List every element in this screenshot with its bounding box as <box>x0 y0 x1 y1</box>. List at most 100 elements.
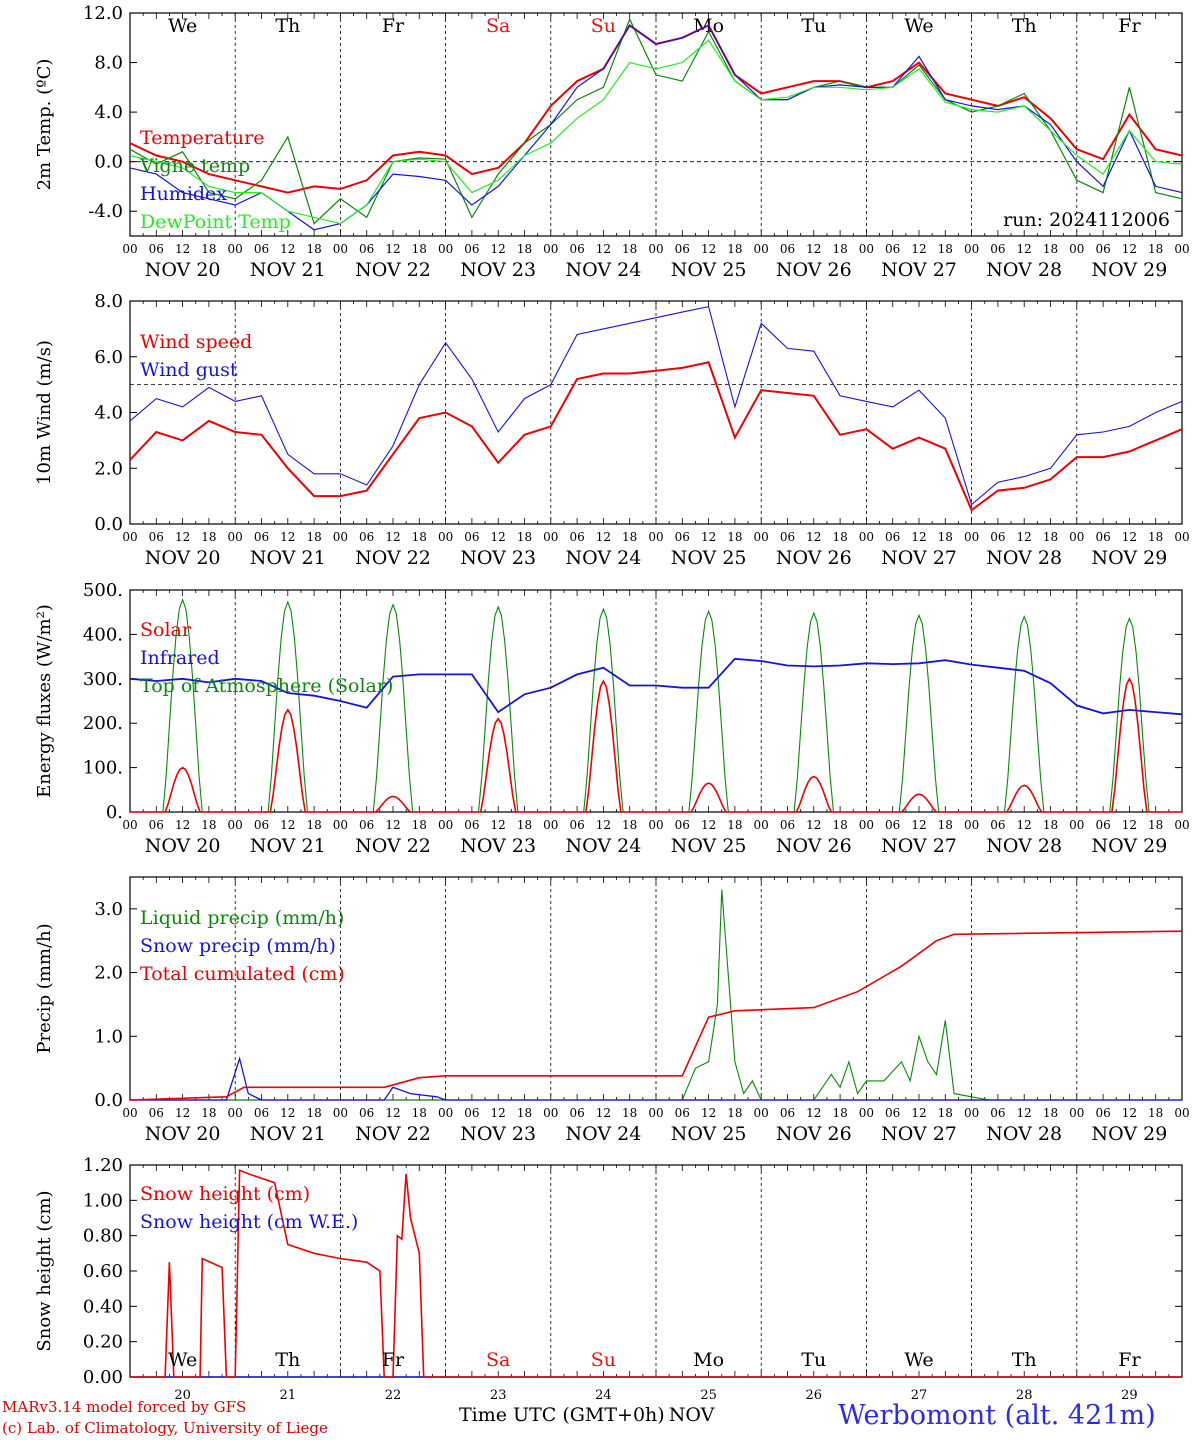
weekday-label: Th <box>275 1349 300 1371</box>
legend-entry: Humidex <box>140 183 227 205</box>
hour-tick-label: 12 <box>1122 1106 1137 1120</box>
hour-tick-label: 00 <box>228 530 243 544</box>
hour-tick-label: 18 <box>201 530 216 544</box>
y-tick-label: 0.00 <box>83 1367 123 1388</box>
hour-tick-label: 12 <box>491 242 506 256</box>
hour-tick-label: 18 <box>1148 1106 1163 1120</box>
hour-tick-label: 18 <box>306 242 321 256</box>
snow-height-line <box>130 1169 1182 1378</box>
day-tick-label: NOV 26 <box>776 259 852 281</box>
y-axis-label: Precip (mm/h) <box>34 923 55 1053</box>
hour-tick-label: 12 <box>911 818 926 832</box>
hour-tick-label: 18 <box>412 818 427 832</box>
time-axis-label: Time UTC (GMT+0h) NOV <box>455 1404 714 1426</box>
hour-tick-label: 00 <box>1174 1106 1189 1120</box>
y-tick-label: 0.0 <box>94 152 123 173</box>
hour-tick-label: 00 <box>228 818 243 832</box>
day-tick-label: NOV 23 <box>460 835 536 857</box>
hour-tick-label: 00 <box>438 1106 453 1120</box>
hour-tick-label: 12 <box>385 818 400 832</box>
hour-tick-label: 12 <box>491 530 506 544</box>
y-tick-label: 0.0 <box>94 1090 123 1111</box>
hour-tick-label: 18 <box>938 1106 953 1120</box>
series-line <box>129 305 1183 506</box>
hour-tick-label: 00 <box>438 530 453 544</box>
snow-precip-line <box>130 1056 1182 1101</box>
weekday-label: Tu <box>801 1349 826 1371</box>
liquid-precip-line <box>130 889 1182 1101</box>
weekday-label: Su <box>591 1349 616 1371</box>
hour-tick-label: 00 <box>122 818 137 832</box>
hour-tick-label: 18 <box>938 530 953 544</box>
hour-tick-label: 12 <box>491 1106 506 1120</box>
hour-tick-label: 18 <box>622 818 637 832</box>
hour-tick-label: 00 <box>648 1106 663 1120</box>
day-tick-label: NOV 26 <box>776 835 852 857</box>
hour-tick-label: 00 <box>122 1106 137 1120</box>
hour-tick-label: 06 <box>675 1106 690 1120</box>
legend-entry: Top of Atmosphere (Solar) <box>140 675 393 697</box>
hour-tick-label: 12 <box>596 818 611 832</box>
hour-tick-label: 06 <box>359 530 374 544</box>
hour-tick-label: 00 <box>1069 242 1084 256</box>
hour-tick-label: 18 <box>832 818 847 832</box>
y-tick-label: 300. <box>83 669 123 690</box>
y-tick-label: 8.0 <box>94 291 123 312</box>
y-tick-label: 4.0 <box>94 403 123 424</box>
day-tick-label: NOV 20 <box>145 835 221 857</box>
hour-tick-label: 18 <box>832 1106 847 1120</box>
hour-tick-label: 06 <box>1095 530 1110 544</box>
weekday-label: We <box>168 15 197 37</box>
hour-tick-label: 06 <box>885 242 900 256</box>
weekday-label: We <box>168 1349 197 1371</box>
y-tick-label: 500. <box>83 580 123 601</box>
hour-tick-label: 06 <box>254 530 269 544</box>
hour-tick-label: 12 <box>911 242 926 256</box>
hour-tick-label: 12 <box>701 242 716 256</box>
legend-entry: Vigne temp <box>139 155 250 177</box>
station-name: Werbomont (alt. 421m) <box>838 1400 1156 1431</box>
month-label: NOV <box>668 1404 715 1426</box>
hour-tick-label: 06 <box>149 242 164 256</box>
hour-tick-label: 06 <box>885 530 900 544</box>
day-tick-label: NOV 20 <box>145 1123 221 1145</box>
day-tick-label: NOV 25 <box>671 547 747 569</box>
day-tick-label: NOV 22 <box>355 835 431 857</box>
day-tick-label: 22 <box>385 1388 402 1403</box>
hour-tick-label: 18 <box>306 818 321 832</box>
hour-tick-label: 18 <box>622 242 637 256</box>
panel-1-frame <box>129 300 1183 525</box>
y-axis-label: 2m Temp. (ºC) <box>34 59 55 191</box>
day-tick-label: NOV 23 <box>460 547 536 569</box>
hour-tick-label: 00 <box>438 242 453 256</box>
hour-tick-label: 12 <box>806 1106 821 1120</box>
y-axis-label: Snow height (cm) <box>34 1190 55 1351</box>
hour-tick-label: 18 <box>517 530 532 544</box>
hour-tick-label: 06 <box>990 818 1005 832</box>
day-tick-label: NOV 28 <box>986 547 1062 569</box>
hour-tick-label: 06 <box>780 1106 795 1120</box>
hour-tick-label: 06 <box>675 530 690 544</box>
hour-tick-label: 12 <box>701 818 716 832</box>
hour-tick-label: 12 <box>911 530 926 544</box>
day-tick-label: NOV 21 <box>250 259 326 281</box>
hour-tick-label: 00 <box>1174 818 1189 832</box>
weekday-label: Tu <box>801 15 826 37</box>
y-tick-label: 1.00 <box>83 1190 123 1211</box>
hour-tick-label: 00 <box>333 530 348 544</box>
day-tick-label: 21 <box>280 1388 297 1403</box>
hour-tick-label: 06 <box>780 530 795 544</box>
hour-tick-label: 18 <box>727 530 742 544</box>
hour-tick-label: 12 <box>175 530 190 544</box>
hour-tick-label: 06 <box>464 530 479 544</box>
y-axis-label: 10m Wind (m/s) <box>34 340 55 485</box>
hour-tick-label: 06 <box>464 818 479 832</box>
weekday-label: Fr <box>1118 15 1141 37</box>
hour-tick-label: 06 <box>464 242 479 256</box>
hour-tick-label: 06 <box>990 242 1005 256</box>
hour-tick-label: 12 <box>280 818 295 832</box>
y-tick-label: 1.20 <box>83 1155 123 1176</box>
hour-tick-label: 12 <box>701 530 716 544</box>
weekday-label: Fr <box>382 1349 405 1371</box>
hour-tick-label: 12 <box>175 242 190 256</box>
